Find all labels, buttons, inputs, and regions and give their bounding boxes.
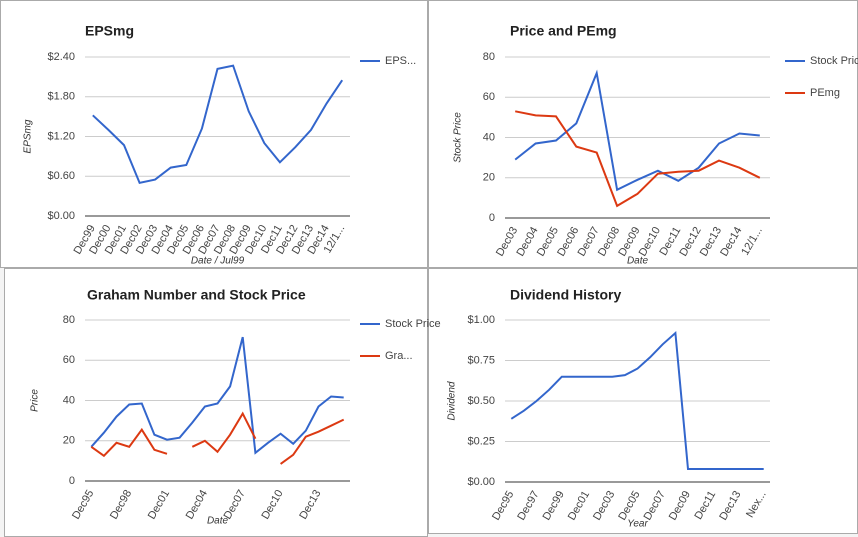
legend-label: PEmg xyxy=(810,87,840,99)
y-tick-label: $0.00 xyxy=(467,476,495,488)
y-tick-label: 60 xyxy=(483,91,495,103)
series-line xyxy=(510,330,764,470)
y-tick-label: $0.75 xyxy=(467,354,495,366)
legend-label: Gra... xyxy=(385,350,413,362)
y-axis-title: EPSmg xyxy=(23,119,34,153)
series-line xyxy=(92,64,344,185)
chart-title: Graham Number and Stock Price xyxy=(87,287,306,303)
series-line xyxy=(90,336,344,455)
y-tick-label: $0.25 xyxy=(467,435,495,447)
y-axis-title: Stock Price xyxy=(453,112,464,163)
x-axis-title: Date xyxy=(207,516,229,527)
y-tick-label: 0 xyxy=(69,475,75,487)
y-tick-label: $1.80 xyxy=(47,91,75,103)
series-line xyxy=(514,69,760,192)
y-tick-label: $0.00 xyxy=(47,210,75,222)
y-tick-label: 20 xyxy=(63,435,75,447)
chart-title: Price and PEmg xyxy=(510,23,617,39)
chart-title: Dividend History xyxy=(510,287,621,303)
series-line xyxy=(90,411,345,465)
y-tick-label: $0.50 xyxy=(467,395,495,407)
y-tick-label: $1.20 xyxy=(47,130,75,142)
chart-title: EPSmg xyxy=(85,23,134,39)
legend-label: Stock Price xyxy=(810,55,858,67)
y-tick-label: $2.40 xyxy=(47,51,75,63)
x-axis-title: Date / Jul99 xyxy=(191,256,245,267)
y-tick-label: 80 xyxy=(483,51,495,63)
y-axis-title: Dividend xyxy=(447,381,458,420)
y-tick-label: 80 xyxy=(63,314,75,326)
y-tick-label: $1.00 xyxy=(467,314,495,326)
panel xyxy=(428,0,858,268)
x-axis-title: Date xyxy=(627,256,649,267)
y-tick-label: 20 xyxy=(483,172,495,184)
panel xyxy=(0,0,428,268)
y-axis-title: Price xyxy=(30,389,41,412)
panel xyxy=(4,268,428,537)
y-tick-label: 40 xyxy=(483,131,495,143)
y-tick-label: 60 xyxy=(63,354,75,366)
y-tick-label: 40 xyxy=(63,394,75,406)
y-tick-label: 0 xyxy=(489,212,495,224)
y-tick-label: $0.60 xyxy=(47,170,75,182)
series-line xyxy=(515,110,761,208)
legend-label: EPS... xyxy=(385,55,416,67)
x-axis-title: Year xyxy=(627,519,648,530)
legend-label: Stock Price xyxy=(385,318,441,330)
